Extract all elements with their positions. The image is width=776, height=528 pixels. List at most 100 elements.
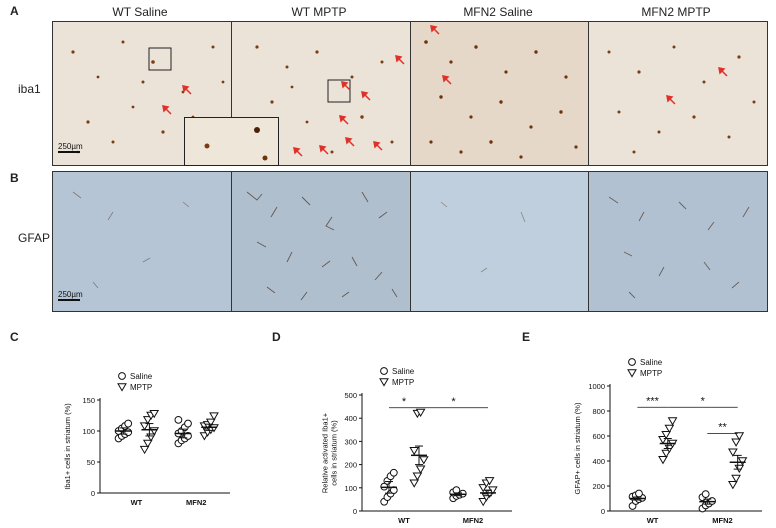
y-tick-label-c-1: 50 xyxy=(87,458,95,467)
scale-bar-b: 250µm xyxy=(58,290,83,301)
data-point-c-2-7 xyxy=(184,419,192,428)
data-point-c-0-7 xyxy=(124,419,133,428)
data-point-e-0-6 xyxy=(635,489,643,498)
legend-label-d-1: MPTP xyxy=(392,378,414,387)
micrograph-gfap-wt-mptp xyxy=(231,171,411,312)
legend-marker-e-0 xyxy=(628,358,636,366)
significance-label-d-0: * xyxy=(402,396,407,408)
data-point-e-1-5 xyxy=(661,431,672,440)
inset-cells xyxy=(204,127,268,161)
data-point-d-3-0 xyxy=(478,498,489,507)
panel-b-letter: B xyxy=(10,171,19,185)
y-tick-label-e-1: 200 xyxy=(592,482,605,491)
data-point-d-3-6 xyxy=(484,477,495,486)
significance-label-d-1: * xyxy=(451,396,456,408)
gfap-fibers-1 xyxy=(72,191,190,289)
significance-label-e-1: * xyxy=(701,395,706,407)
data-point-d-2-5 xyxy=(452,486,461,495)
y-tick-label-c-3: 150 xyxy=(82,396,95,405)
y-axis-label-d-1: cells in striatum (%) xyxy=(330,420,339,486)
data-point-d-1-2 xyxy=(415,465,426,474)
micrograph-iba1-wt-saline: 250µm xyxy=(52,21,232,166)
gfap-fibers-3 xyxy=(440,201,526,273)
data-point-c-1-5 xyxy=(142,416,153,425)
data-point-e-3-1 xyxy=(731,474,741,484)
legend-marker-c-1 xyxy=(117,383,127,392)
significance-label-e-2: ** xyxy=(718,422,727,434)
legend-label-c-1: MPTP xyxy=(130,383,152,392)
x-category-label-e-1: MFN2 xyxy=(712,516,732,525)
legend-marker-d-0 xyxy=(380,367,388,375)
data-point-e-3-4 xyxy=(728,448,738,457)
data-point-c-0-3 xyxy=(124,428,133,437)
chart-e: 0 200 400 600 800 1000 GFAP+ cells in striatum… xyxy=(573,358,762,525)
y-tick-label-e-4: 800 xyxy=(592,407,605,416)
x-category-label-d-0: WT xyxy=(398,516,410,525)
legend-marker-c-0 xyxy=(118,372,126,380)
panel-d-letter: D xyxy=(272,330,281,344)
legend-label-e-1: MPTP xyxy=(640,369,662,378)
x-category-label-d-1: MFN2 xyxy=(463,516,483,525)
scale-bar-a: 250µm xyxy=(58,142,83,153)
data-point-d-1-1 xyxy=(412,472,423,481)
y-tick-label-d-1: 100 xyxy=(344,484,357,493)
significance-label-e-0: *** xyxy=(646,395,660,407)
gfap-fibers-4 xyxy=(608,196,750,299)
scale-label-b: 250µm xyxy=(58,290,83,299)
data-point-c-1-0 xyxy=(139,445,150,455)
y-tick-label-d-4: 400 xyxy=(344,414,357,423)
chart-c: 0 50 100 150 Iba1+ cells in striatum (%) WT MF… xyxy=(63,372,230,507)
inset-magnified xyxy=(184,117,279,166)
legend-marker-e-1 xyxy=(627,369,637,378)
data-point-e-1-6 xyxy=(664,424,675,434)
column-header-mfn2-mptp: MFN2 MPTP xyxy=(641,5,711,19)
legend-label-c-0: Saline xyxy=(130,372,153,381)
data-point-d-1-0 xyxy=(409,479,420,488)
x-category-label-e-0: WT xyxy=(647,516,659,525)
y-tick-label-e-3: 600 xyxy=(592,432,605,441)
row-label-gfap: GFAP xyxy=(18,231,51,245)
panel-a-letter: A xyxy=(10,4,19,18)
data-point-d-1-4 xyxy=(409,446,420,456)
legend-marker-d-1 xyxy=(379,378,389,387)
y-tick-label-d-2: 200 xyxy=(344,461,357,470)
iba1-cells-4 xyxy=(607,45,756,154)
column-header-wt-saline: WT Saline xyxy=(112,5,168,19)
iba1-cells-2 xyxy=(250,45,405,157)
row-label-iba1: iba1 xyxy=(18,82,41,96)
iba1-cells-3 xyxy=(424,25,578,159)
column-header-wt-mptp: WT MPTP xyxy=(291,5,347,19)
chart-d: 0 100 200 300 400 500 Relative activated Iba1+… xyxy=(321,367,512,525)
y-tick-label-e-0: 0 xyxy=(601,507,605,516)
data-point-c-1-7 xyxy=(149,409,160,419)
y-axis-label-e: GFAP+ cells in striatum (%) xyxy=(573,402,582,494)
data-point-c-3-6 xyxy=(205,418,216,427)
data-point-e-1-1 xyxy=(661,449,672,459)
data-point-c-3-7 xyxy=(209,412,219,421)
panel-e-letter: E xyxy=(522,330,531,344)
data-point-d-1-3 xyxy=(418,456,429,465)
y-tick-label-d-3: 300 xyxy=(344,437,357,446)
data-point-e-1-7 xyxy=(667,417,678,426)
y-axis-label-d-0: Relative activated Iba1+ xyxy=(321,412,330,493)
panel-c-letter: C xyxy=(10,330,19,344)
micrograph-iba1-mfn2-saline xyxy=(410,21,590,166)
y-tick-label-d-0: 0 xyxy=(353,507,357,516)
data-point-c-1-1 xyxy=(142,439,153,448)
data-point-c-1-4 xyxy=(139,422,150,431)
gfap-fibers-2 xyxy=(246,191,398,301)
micrograph-gfap-mfn2-mptp xyxy=(588,171,768,312)
y-tick-label-c-0: 0 xyxy=(91,489,95,498)
data-point-e-3-6 xyxy=(734,432,745,441)
micrograph-gfap-wt-saline: 250µm xyxy=(52,171,232,312)
y-axis-label-c: Iba1+ cells in striatum (%) xyxy=(63,403,72,490)
data-point-c-3-3 xyxy=(209,424,219,433)
y-tick-label-e-2: 400 xyxy=(592,457,605,466)
data-point-e-3-5 xyxy=(731,438,741,447)
micrograph-gfap-mfn2-saline xyxy=(410,171,590,312)
y-tick-label-c-2: 100 xyxy=(82,427,95,436)
x-category-label-c-0: WT xyxy=(131,498,143,507)
data-point-e-3-3 xyxy=(737,457,748,466)
data-point-d-1-6 xyxy=(415,408,426,417)
data-point-d-0-7 xyxy=(389,468,398,477)
